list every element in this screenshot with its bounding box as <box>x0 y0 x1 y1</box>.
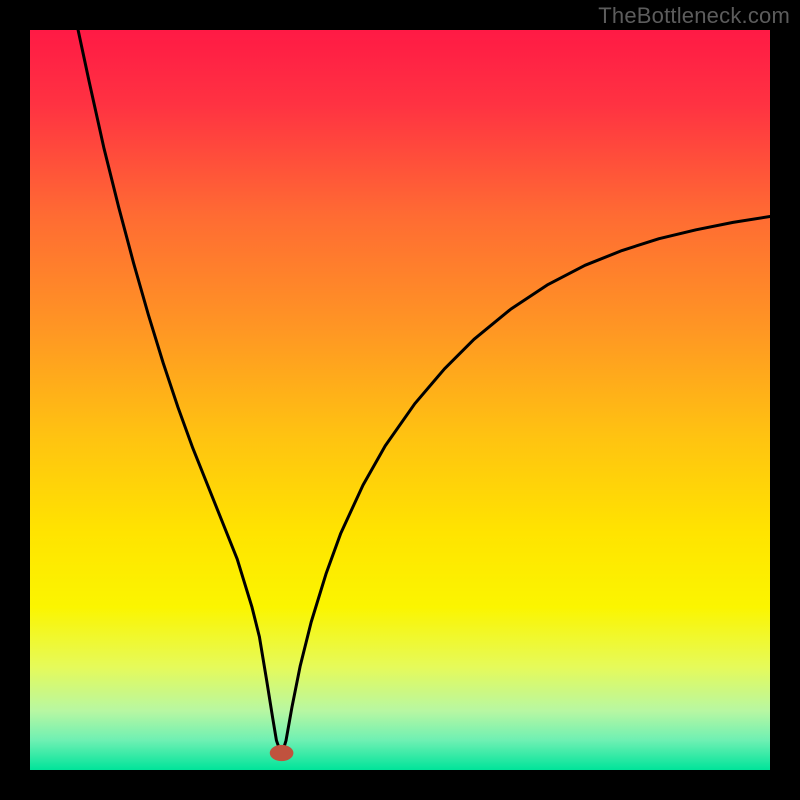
watermark-text: TheBottleneck.com <box>598 3 790 29</box>
plot-background <box>30 30 770 770</box>
optimum-marker <box>270 745 294 761</box>
bottleneck-chart <box>30 30 770 770</box>
chart-frame: TheBottleneck.com <box>0 0 800 800</box>
